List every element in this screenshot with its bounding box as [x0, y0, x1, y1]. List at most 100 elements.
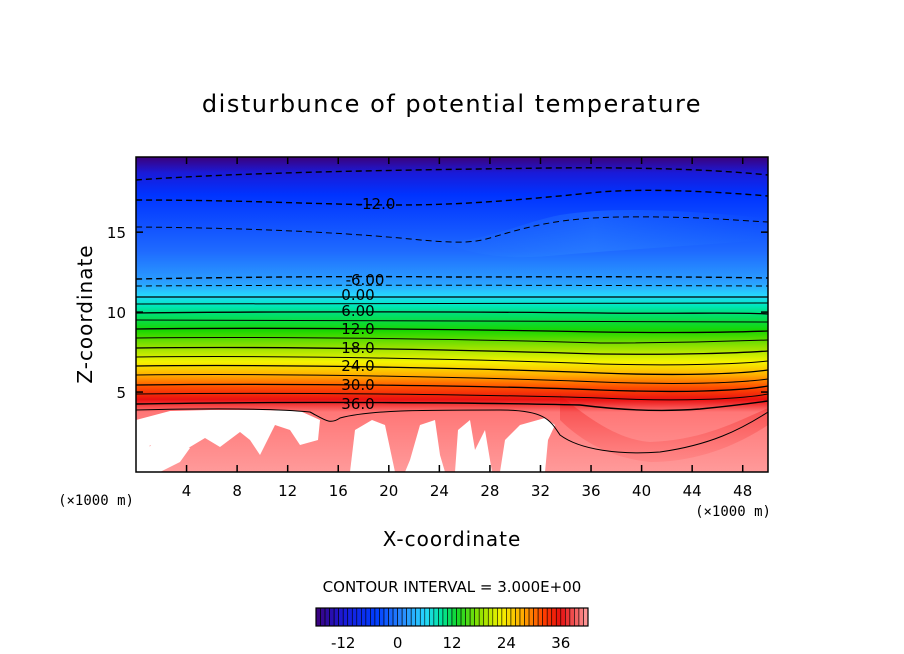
contour-line: [136, 311, 768, 315]
colorbar-cell: [329, 607, 335, 627]
contour-line: [136, 400, 768, 412]
contour-line: [136, 189, 768, 206]
missing-data-region: [405, 420, 445, 472]
colorbar-cell: [361, 607, 367, 627]
contour-line: [136, 336, 768, 344]
colorbar-cell: [569, 607, 575, 627]
colorbar-cell: [406, 607, 412, 627]
contour-line: [136, 364, 768, 376]
colorbar-cell: [383, 607, 389, 627]
missing-data-region: [350, 420, 395, 472]
warm-region: [560, 395, 768, 462]
colorbar-cell: [433, 607, 439, 627]
colorbar-cell: [351, 607, 358, 627]
x-axis-title: X-coordinate: [383, 527, 522, 551]
colorbar-cell: [583, 607, 589, 627]
colorbar-cell: [574, 607, 580, 627]
colorbar-cell: [397, 607, 403, 627]
colorbar-cell: [533, 607, 539, 627]
y-axis-ticks: 5 10 15: [107, 224, 768, 402]
x-tick-label: 40: [632, 482, 651, 500]
x-tick-label: 4: [182, 482, 192, 500]
contour-label: 0.00: [341, 286, 374, 304]
colorbar-cell: [374, 607, 380, 627]
contour-label: 18.0: [341, 339, 374, 357]
colorbar-cell: [560, 607, 566, 627]
x-tick-label: 32: [531, 482, 550, 500]
contour-line: [136, 383, 768, 393]
y-tick-label: 15: [107, 224, 126, 242]
contour-line: [136, 356, 768, 366]
contour-interval-text: CONTOUR INTERVAL = 3.000E+00: [323, 578, 582, 596]
colorbar-cell: [365, 607, 371, 627]
colorbar-tick-label: 36: [551, 634, 570, 652]
colorbar-cell: [401, 607, 407, 627]
x-tick-label: 24: [430, 482, 449, 500]
colorbar-cell: [419, 607, 426, 627]
colorbar-cell: [501, 607, 507, 627]
colorbar-tick-labels: -12 0 12 24 36: [331, 634, 570, 652]
colorbar-cell: [515, 607, 521, 627]
colorbar-cell: [379, 607, 385, 627]
x-tick-label: 12: [278, 482, 297, 500]
colorbar-tick-label: 0: [393, 634, 403, 652]
contour-line: [136, 275, 768, 280]
colorbar-cell: [442, 607, 448, 627]
colorbar-cell: [546, 607, 553, 627]
colorbar-cell: [497, 607, 503, 627]
missing-data-region: [500, 418, 555, 472]
colorbar-cell: [469, 607, 475, 627]
contour-lines: [136, 167, 768, 454]
contour-line: [136, 392, 768, 401]
colorbar-cell: [356, 607, 362, 627]
missing-data-region: [455, 420, 492, 472]
contour-line: [136, 346, 768, 355]
x-axis-unit: (×1000 m): [695, 504, 771, 520]
colorbar-cell: [492, 607, 498, 627]
colorbar-cell: [456, 607, 462, 627]
contour-label: -6.00: [346, 271, 385, 289]
colorbar-cell: [528, 607, 534, 627]
colorbar-cell: [578, 607, 584, 627]
x-tick-label: 44: [683, 482, 702, 500]
contour-line: [136, 295, 768, 298]
colorbar-cell: [483, 607, 489, 627]
colorbar-cell: [410, 607, 417, 627]
contour-line: [136, 302, 768, 305]
contour-line: [136, 167, 768, 181]
contour-line: [136, 327, 768, 334]
colorbar-cell: [460, 607, 466, 627]
y-tick-label: 5: [116, 384, 126, 402]
contour-line: [136, 374, 768, 384]
y-axis-unit: (×1000 m): [58, 493, 134, 509]
colorbar-cell: [510, 607, 516, 627]
colorbar-cell: [415, 607, 421, 627]
colorbar-cell: [537, 607, 543, 627]
contour-label: 12.0: [341, 320, 374, 338]
x-tick-label: 16: [329, 482, 348, 500]
missing-data-region: [136, 440, 190, 472]
colorbar-tick-label: 24: [497, 634, 516, 652]
colorbar-cell: [487, 607, 494, 627]
contour-label-group: -12.0 -6.00 0.00 6.00 12.0 18.0 24.0 30.…: [341, 195, 395, 413]
colorbar-cell: [338, 607, 344, 627]
colorbar-cell: [438, 607, 444, 627]
contour-line: [136, 284, 768, 287]
colorbar-cell: [324, 607, 330, 627]
contour-label: 30.0: [341, 376, 374, 394]
x-tick-label: 8: [232, 482, 242, 500]
colorbar-frame: [315, 607, 589, 627]
contour-label: -12.0: [357, 195, 396, 213]
x-tick-label: 48: [733, 482, 752, 500]
colorbar-cell: [333, 607, 339, 627]
contour-label: 36.0: [341, 395, 374, 413]
colorbar-tick-label: -12: [331, 634, 356, 652]
x-axis-ticks: 4 8 12 16 20 24 28 32 36 40 44 48: [182, 157, 752, 500]
cold-bulge: [420, 209, 768, 258]
x-tick-label: 20: [379, 482, 398, 500]
colorbar-cell: [447, 607, 453, 627]
colorbar-cell: [424, 607, 430, 627]
colorbar-cell: [551, 607, 557, 627]
colorbar-cell: [451, 607, 457, 627]
